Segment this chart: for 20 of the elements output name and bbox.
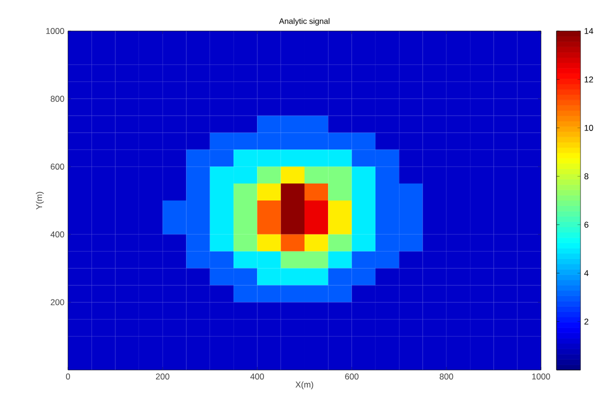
y-tick-label: 1000 [46, 28, 64, 34]
x-tick-label: 800 [440, 374, 454, 380]
x-tick-label: 200 [156, 374, 170, 380]
x-tick-label: 1000 [532, 374, 550, 380]
x-tick-label: 400 [250, 374, 264, 380]
color-bar-label: 10 [584, 124, 594, 131]
color-bar-label: 4 [584, 270, 588, 276]
color-bar-label: 6 [584, 222, 588, 228]
x-tick-label: 600 [345, 374, 359, 380]
y-tick-label: 800 [50, 96, 64, 102]
y-axis-title: Y(m) [36, 192, 44, 210]
y-tick-label: 200 [50, 299, 64, 306]
color-bar-label: 2 [584, 318, 588, 325]
y-tick-label: 600 [50, 164, 64, 170]
x-tick-label: 0 [66, 374, 70, 380]
x-axis-title: X(m) [296, 381, 314, 390]
color-bar-label: 12 [584, 76, 594, 82]
y-tick-label: 400 [50, 231, 64, 238]
color-bar-label: 8 [584, 173, 588, 180]
color-bar-label: 14 [584, 28, 594, 34]
